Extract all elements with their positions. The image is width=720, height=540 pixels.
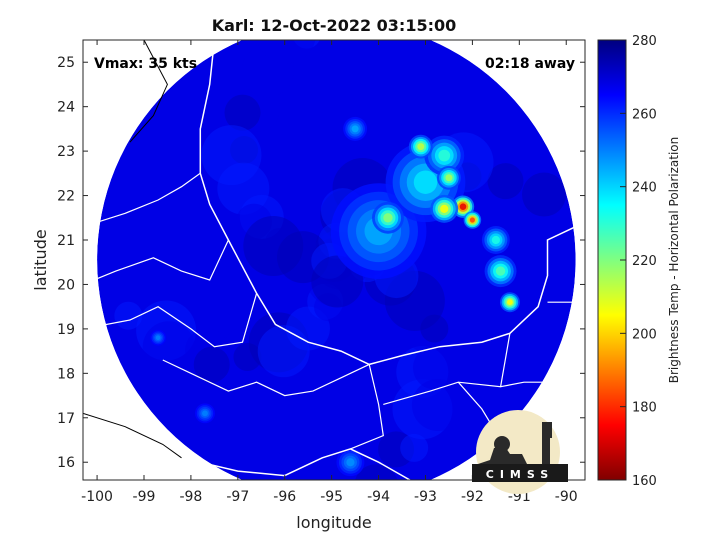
swath-texture	[354, 464, 399, 480]
convection-feature-7	[445, 174, 453, 182]
swath-texture	[243, 216, 304, 277]
x-tick-label: -95	[320, 489, 343, 505]
plot-frame	[82, 39, 586, 481]
x-tick-label: -94	[367, 489, 390, 505]
colorbar-tick-label: 180	[632, 401, 657, 416]
x-tick-label: -97	[226, 489, 249, 505]
vmax-annotation: Vmax: 35 kts	[94, 56, 197, 72]
y-tick-label: 22	[57, 189, 75, 205]
x-axis-ticks: -100 -99 -98 -97 -96 -95 -94 -93 -92 -91 -90	[81, 40, 578, 505]
time-away-annotation: 02:18 away	[485, 56, 575, 72]
y-tick-label: 18	[57, 366, 75, 382]
convection-feature-11	[491, 235, 500, 245]
convection-feature-6	[440, 204, 449, 213]
coastline-outside-0	[83, 412, 182, 459]
plot-area	[83, 40, 585, 480]
colorbar-tick-label: 260	[632, 107, 657, 122]
y-axis-ticks: 16 17 18 19 20 21 22 23 24 25	[57, 55, 585, 471]
chart-title: Karl: 12-Oct-2022 03:15:00	[212, 16, 457, 35]
swath-texture	[420, 314, 449, 343]
coastline-segment-1	[181, 448, 412, 480]
logo-bar	[472, 464, 568, 482]
colorbar-tick-label: 280	[632, 34, 657, 49]
convection-feature-4	[459, 203, 467, 210]
convection-feature-1	[413, 170, 438, 194]
state-border-1	[83, 239, 229, 285]
y-tick-label: 17	[57, 411, 75, 427]
colorbar-ticks: 160 180 200 220 240 260 280	[620, 34, 657, 489]
coastline-outside-1	[129, 40, 168, 143]
swath-texture	[114, 301, 143, 330]
state-border-0	[83, 172, 201, 228]
y-tick-label: 16	[57, 455, 75, 471]
swath-texture	[522, 172, 567, 217]
logo-tower	[542, 422, 552, 438]
x-tick-label: -93	[414, 489, 437, 505]
colorbar-tick-label: 240	[632, 181, 657, 196]
x-tick-label: -92	[461, 489, 484, 505]
swath-texture	[257, 325, 310, 378]
swath-texture	[400, 433, 429, 462]
convection-feature-8	[383, 213, 393, 223]
y-axis-label: latitude	[31, 229, 50, 290]
logo-text: CIMSS	[486, 468, 554, 481]
y-tick-label: 20	[57, 277, 75, 293]
colorbar-tick-label: 200	[632, 327, 657, 342]
convection-feature-10	[507, 299, 513, 306]
convection-feature-13	[346, 458, 355, 467]
swath-texture	[411, 379, 464, 432]
convection-feature-2	[438, 149, 451, 162]
x-tick-label: -90	[555, 489, 578, 505]
y-tick-label: 19	[57, 322, 75, 338]
swath-texture	[201, 125, 262, 186]
x-tick-label: -100	[81, 489, 113, 505]
coastlines-outside	[83, 40, 182, 459]
convection-feature-12	[351, 125, 359, 133]
logo-dish	[494, 436, 510, 452]
state-border-6	[500, 381, 585, 388]
colorbar-label: Brightness Temp - Horizontal Polarizatio…	[667, 137, 681, 384]
state-border-4	[350, 364, 384, 450]
microwave-swath	[97, 40, 576, 480]
convection-feature-3	[417, 143, 425, 151]
x-tick-label: -96	[273, 489, 296, 505]
cimss-logo: CIMSS	[472, 410, 568, 494]
x-tick-label: -99	[133, 489, 156, 505]
swath-texture	[412, 345, 457, 390]
state-border-3	[162, 359, 370, 397]
swath-texture	[233, 343, 262, 372]
swath-texture	[256, 40, 317, 64]
swath-texture	[487, 163, 524, 200]
y-tick-label: 21	[57, 233, 75, 249]
convection-feature-14	[155, 335, 161, 341]
x-axis-label: longitude	[296, 513, 371, 532]
colorbar-tick-label: 220	[632, 254, 657, 269]
convection-feature-15	[202, 410, 208, 417]
swath-texture	[142, 321, 195, 374]
swath-texture	[224, 94, 261, 131]
y-tick-label: 24	[57, 100, 75, 116]
colorbar-tick-label: 160	[632, 474, 657, 489]
convection-feature-5	[469, 217, 475, 223]
colorbar: 160 180 200 220 240 260 280 Brightness Temp - …	[597, 34, 681, 489]
swath-texture	[193, 346, 230, 383]
state-border-2	[83, 293, 258, 348]
y-tick-label: 25	[57, 55, 75, 71]
y-tick-label: 23	[57, 144, 75, 160]
convection-feature-9	[495, 266, 506, 276]
x-tick-label: -98	[179, 489, 202, 505]
